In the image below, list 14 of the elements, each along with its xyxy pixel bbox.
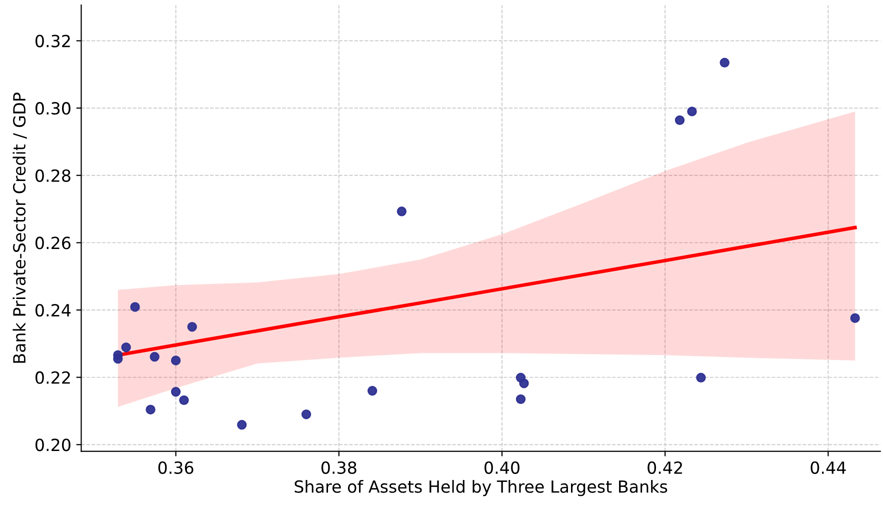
y-tick-label: 0.30 <box>36 102 70 115</box>
y-axis-title: Bank Private-Sector Credit / GDP <box>12 92 27 363</box>
x-tick-label: 0.40 <box>484 461 520 474</box>
x-axis-title: Share of Assets Held by Three Largest Banks <box>294 480 668 496</box>
y-tick-label: 0.24 <box>36 304 71 317</box>
y-tick-label: 0.20 <box>36 438 70 452</box>
x-tick-label: 0.42 <box>648 461 682 474</box>
y-tick-label: 0.22 <box>36 371 70 384</box>
x-tick-label: 0.38 <box>321 461 356 474</box>
y-tick-label: 0.32 <box>36 34 70 48</box>
y-tick-label: 0.28 <box>36 169 70 182</box>
x-tick-label: 0.36 <box>158 461 194 474</box>
y-tick-label: 0.26 <box>36 236 70 250</box>
x-tick-label: 0.44 <box>810 461 846 474</box>
